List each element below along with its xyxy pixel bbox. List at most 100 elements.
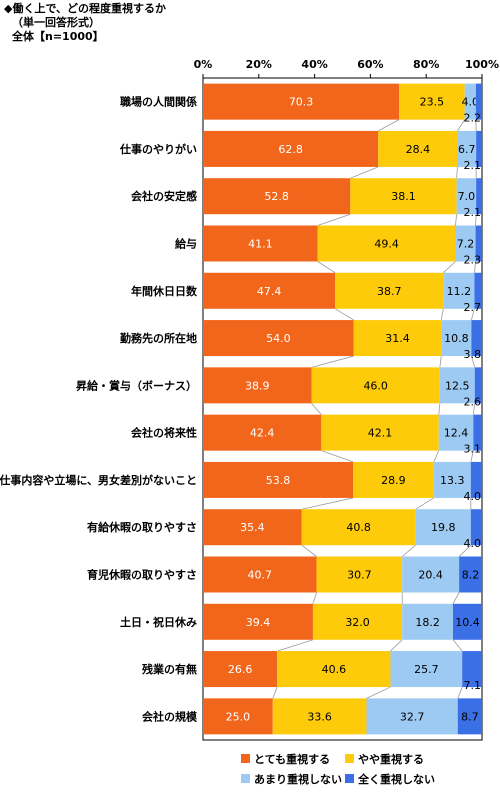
- series-connector-line: [474, 261, 476, 273]
- data-label: 38.9: [245, 379, 270, 392]
- bar-segment: [474, 367, 482, 404]
- bar-segment: [203, 320, 354, 357]
- bar-segment: [457, 698, 482, 735]
- bar-segment: [470, 461, 482, 498]
- bar-segment: [272, 698, 367, 735]
- bar-segment: [335, 272, 444, 309]
- data-label: 42.4: [250, 427, 275, 440]
- category-label: 給与: [175, 237, 197, 251]
- category-label: 会社の将来性: [131, 426, 197, 440]
- series-connector-line: [321, 450, 354, 463]
- bar-segment: [475, 225, 482, 262]
- series-connector-line: [440, 308, 444, 321]
- category-label: 勤務先の所在地: [120, 331, 197, 345]
- data-label: 28.9: [381, 474, 406, 487]
- category-label: 年間休日日数: [131, 284, 198, 298]
- data-label: 12.4: [444, 427, 469, 440]
- data-label: 28.4: [406, 143, 431, 156]
- data-label: 39.4: [246, 616, 271, 629]
- legend-swatch: [345, 754, 354, 763]
- x-tick-label: 60%: [357, 58, 383, 71]
- x-tick-label: 40%: [301, 58, 327, 71]
- bar-segment: [452, 603, 482, 640]
- bar-segment: [402, 556, 460, 593]
- legend-swatch: [241, 774, 250, 783]
- data-label: 41.1: [248, 238, 273, 251]
- data-label: 2.6: [464, 395, 482, 408]
- data-label: 10.4: [455, 616, 480, 629]
- data-label: 49.4: [374, 238, 399, 251]
- bar-segment: [459, 556, 482, 593]
- data-label: 25.0: [226, 710, 251, 723]
- bar-segment: [321, 414, 439, 451]
- bar-segment: [203, 414, 322, 451]
- legend-label: あまり重視しない: [254, 772, 342, 786]
- bar-segment: [456, 178, 477, 215]
- bar-segment: [438, 414, 474, 451]
- bar-segment: [439, 367, 475, 404]
- series-connector-line: [311, 355, 354, 368]
- legend-label: とても重視する: [254, 752, 330, 766]
- series-connector-line: [311, 403, 322, 415]
- data-label: 8.7: [461, 710, 479, 723]
- category-label: 土日・祝日休み: [120, 615, 197, 629]
- data-label: 30.7: [347, 569, 372, 582]
- bar-segment: [203, 651, 278, 688]
- chart-title: ◆働く上で、どの程度重視するか: [4, 2, 167, 15]
- data-label: 32.7: [400, 710, 425, 723]
- bar-segment: [316, 556, 403, 593]
- bar-segment: [433, 461, 471, 498]
- data-label: 32.0: [345, 616, 370, 629]
- data-label: 4.0: [462, 96, 480, 109]
- series-connector-line: [272, 686, 278, 699]
- bar-segment: [475, 83, 482, 120]
- bar-segment: [366, 698, 458, 735]
- series-connector-line: [312, 592, 317, 604]
- data-label: 33.6: [307, 710, 332, 723]
- series-connector-line: [301, 497, 354, 510]
- data-label: 20.4: [418, 569, 443, 582]
- legend-label: やや重視する: [358, 752, 424, 766]
- x-tick-label: 100%: [465, 58, 499, 71]
- legend-label: 全く重視しない: [357, 772, 435, 786]
- legend-swatch: [241, 754, 250, 763]
- series-connector-line: [277, 639, 314, 652]
- series-connector-line: [390, 639, 403, 652]
- x-tick-label: 20%: [246, 58, 272, 71]
- data-label: 10.8: [444, 332, 469, 345]
- data-label: 3.8: [464, 348, 482, 361]
- data-label: 23.5: [420, 96, 445, 109]
- bar-segment: [317, 225, 456, 262]
- data-label: 62.8: [278, 143, 303, 156]
- category-label: 育児休暇の取りやすさ: [87, 568, 197, 582]
- legend-swatch: [345, 774, 354, 783]
- bar-segment: [457, 130, 477, 167]
- data-label: 54.0: [266, 332, 291, 345]
- bar-segment: [470, 509, 482, 546]
- series-connector-line: [317, 261, 336, 274]
- series-connector-line: [456, 166, 458, 179]
- data-label: 2.2: [464, 112, 482, 125]
- bar-segment: [203, 367, 312, 404]
- category-label: 仕事のやりがい: [119, 142, 197, 156]
- data-label: 53.8: [266, 474, 291, 487]
- bar-segment: [464, 83, 476, 120]
- bar-segment: [415, 509, 471, 546]
- bar-segment: [471, 320, 482, 357]
- series-connector-line: [457, 686, 463, 699]
- bar-segment: [203, 83, 400, 120]
- data-label: 35.4: [240, 521, 265, 534]
- series-connector-line: [457, 119, 466, 132]
- category-label: 残業の有無: [142, 662, 197, 676]
- bar-segment: [311, 367, 440, 404]
- series-connector-line: [301, 544, 317, 557]
- data-label: 19.8: [431, 521, 456, 534]
- data-label: 11.2: [447, 285, 472, 298]
- data-label: 8.2: [462, 569, 480, 582]
- bar-segment: [203, 272, 336, 309]
- data-label: 13.3: [440, 474, 465, 487]
- category-label: 職場の人間関係: [120, 95, 197, 109]
- data-label: 7.2: [457, 238, 475, 251]
- bar-segment: [476, 178, 482, 215]
